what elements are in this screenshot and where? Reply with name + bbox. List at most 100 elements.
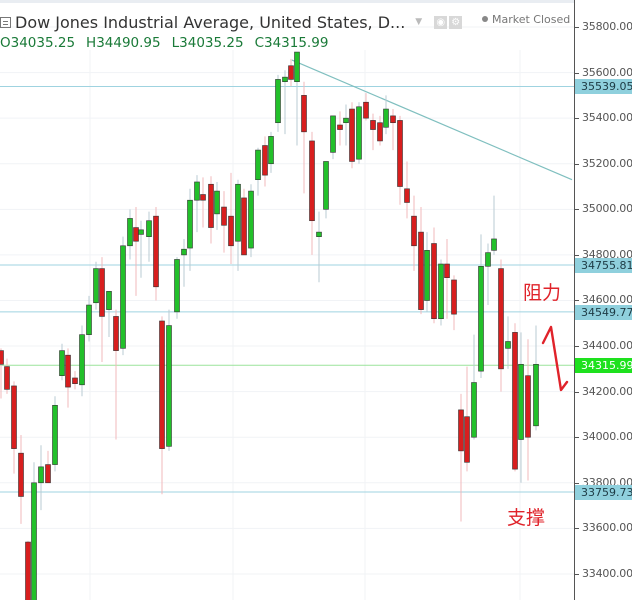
axis-tick xyxy=(575,437,579,439)
candle-down xyxy=(18,452,24,497)
axis-tick-label: 34400.00 xyxy=(582,339,632,353)
axis-tick xyxy=(575,254,579,256)
last-price-tag: 34315.99 xyxy=(575,358,632,374)
candle-up xyxy=(93,268,99,304)
axis-tick-label: 35400.00 xyxy=(582,111,632,125)
candle-down xyxy=(512,332,518,470)
candle-up xyxy=(138,229,144,235)
candle-up xyxy=(86,304,92,335)
price-level-tag: 35539.05 xyxy=(575,79,632,95)
candle-down xyxy=(228,215,234,247)
axis-tick xyxy=(575,163,579,165)
axis-tick-label: 35600.00 xyxy=(582,65,632,79)
market-status-label: Market Closed xyxy=(492,13,571,26)
candle-down xyxy=(65,354,71,388)
candle-down xyxy=(159,320,165,449)
axis-tick xyxy=(575,391,579,393)
candle-up xyxy=(194,181,200,201)
candle-down xyxy=(113,316,119,351)
candle-up xyxy=(424,250,430,301)
candle-up xyxy=(106,291,112,310)
candle-down xyxy=(221,206,227,226)
chevron-down-icon[interactable]: ▼ xyxy=(415,17,423,27)
support-annotation: 支撑 xyxy=(507,507,546,529)
candle-down xyxy=(200,194,206,201)
candle-down xyxy=(4,366,10,390)
status-dot-icon xyxy=(482,16,488,22)
candle-down xyxy=(288,65,294,80)
candle-up xyxy=(181,248,187,256)
candle-up xyxy=(485,252,491,267)
candle-up xyxy=(187,199,193,249)
axis-tick xyxy=(575,482,579,484)
ohlc-low: L34035.25 xyxy=(171,35,244,51)
candle-down xyxy=(72,377,78,384)
axis-tick-label: 34600.00 xyxy=(582,293,632,307)
candle-down xyxy=(418,231,424,310)
candle-down xyxy=(444,263,450,278)
candle-up xyxy=(214,190,220,215)
candle-up xyxy=(275,79,281,124)
candle-up xyxy=(505,341,511,349)
ohlc-high: H34490.95 xyxy=(86,35,161,51)
candle-down xyxy=(301,95,307,133)
candle-up xyxy=(294,51,300,82)
chart-plot-area[interactable] xyxy=(0,0,574,600)
candle-down xyxy=(0,350,4,365)
candle-down xyxy=(133,227,139,242)
price-axis[interactable]: 35800.00 35600.00 35400.00 35200.00 35000.00… xyxy=(574,0,632,600)
candle-down xyxy=(404,188,410,203)
menu-icon[interactable] xyxy=(0,16,11,28)
axis-tick xyxy=(575,573,579,575)
candle-up xyxy=(31,482,37,600)
top-border xyxy=(0,0,632,3)
axis-tick xyxy=(575,209,579,211)
candle-up xyxy=(518,363,524,440)
candle-down xyxy=(370,120,376,130)
candle-down xyxy=(451,279,457,315)
market-status: Market Closed xyxy=(482,13,570,26)
axis-tick xyxy=(575,528,579,530)
candle-down xyxy=(309,140,315,222)
candle-down xyxy=(241,197,247,256)
candle-up xyxy=(59,350,65,376)
candle-down xyxy=(397,120,403,187)
candle-up xyxy=(255,149,261,180)
axis-tick-label: 34000.00 xyxy=(582,430,632,444)
candle-down xyxy=(208,183,214,228)
axis-tick-label: 34200.00 xyxy=(582,384,632,398)
candle-down xyxy=(349,108,355,162)
candle-down xyxy=(25,541,31,600)
axis-tick-label: 34800.00 xyxy=(582,247,632,261)
candle-up xyxy=(478,265,484,372)
ohlc-open: O34035.25 xyxy=(0,35,76,51)
axis-tick-label: 35200.00 xyxy=(582,156,632,170)
candle-up xyxy=(491,238,497,251)
candle-down xyxy=(153,215,159,288)
candle-up xyxy=(343,117,349,124)
candle-up xyxy=(38,466,44,484)
candle-down xyxy=(464,416,470,463)
candle-up xyxy=(120,245,126,349)
eye-icon[interactable]: ◉ xyxy=(434,15,448,29)
candle-up xyxy=(316,231,322,237)
resistance-annotation: 阻力 xyxy=(523,282,562,304)
candle-down xyxy=(411,215,417,247)
ohlc-close: C34315.99 xyxy=(254,35,329,51)
candle-down xyxy=(99,268,105,317)
candle-up xyxy=(248,190,254,249)
candle-up xyxy=(52,405,58,465)
candle-down xyxy=(390,115,396,124)
axis-tick xyxy=(575,27,579,28)
candle-up xyxy=(383,108,389,128)
symbol-title[interactable]: Dow Jones Industrial Average, United Sta… xyxy=(15,12,406,32)
candle-down xyxy=(337,124,343,130)
price-level-tag: 34549.77 xyxy=(575,304,632,320)
candle-up xyxy=(356,106,362,160)
ohlc-legend: O34035.25 H34490.95 L34035.25 C34315.99 xyxy=(0,35,339,51)
candle-down xyxy=(525,375,531,438)
gear-icon[interactable]: ⚙ xyxy=(449,15,463,29)
candle-up xyxy=(323,161,329,210)
axis-tick xyxy=(575,72,579,74)
candle-down xyxy=(45,464,51,484)
